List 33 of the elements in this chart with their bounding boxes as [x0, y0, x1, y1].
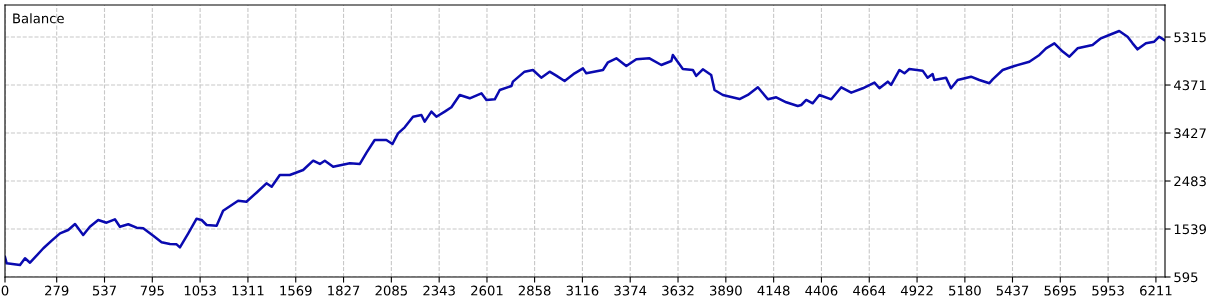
y-tick-label: 3427 — [1174, 128, 1206, 139]
x-tick-label: 1569 — [280, 285, 312, 296]
x-tick-label: 795 — [140, 285, 164, 296]
text: Balance — [13, 13, 64, 24]
x-tick-label: 5953 — [1092, 285, 1124, 296]
x-tick-label: 2858 — [518, 285, 551, 296]
x-tick-label: 537 — [92, 285, 116, 296]
x-tick-label: 3890 — [710, 285, 742, 296]
y-tick-label: 1539 — [1174, 224, 1206, 235]
x-tick-label: 1053 — [184, 285, 216, 296]
line-series — [5, 29, 1165, 267]
x-tick-label: 5437 — [996, 285, 1029, 296]
x-tick-label: 2085 — [375, 285, 407, 296]
x-tick-label: 3116 — [566, 285, 599, 296]
x-tick-label: 1311 — [232, 285, 264, 296]
x-tick-label: 4664 — [853, 285, 886, 296]
x-tick-label: 5695 — [1044, 285, 1076, 296]
x-tick-label: 4922 — [900, 285, 933, 296]
y-tick-label: 595 — [1174, 272, 1198, 283]
x-tick-label: 0 — [1, 285, 9, 296]
x-tick-label: 3374 — [614, 285, 647, 296]
y-tick-label: 4371 — [1173, 80, 1206, 91]
x-tick-label: 6211 — [1140, 285, 1172, 296]
x-tick-label: 279 — [45, 285, 69, 296]
y-tick-label: 5315 — [1174, 32, 1206, 43]
x-tick-label: 2343 — [423, 285, 455, 296]
x-tick-label: 4406 — [805, 285, 838, 296]
x-tick-label: 4148 — [757, 285, 790, 296]
x-tick-label: 1827 — [328, 285, 360, 296]
y-tick-label: 2483 — [1174, 176, 1206, 187]
x-tick-label: 2601 — [471, 285, 503, 296]
x-tick-label: 5180 — [949, 285, 981, 296]
x-tick-label: 3632 — [662, 285, 694, 296]
